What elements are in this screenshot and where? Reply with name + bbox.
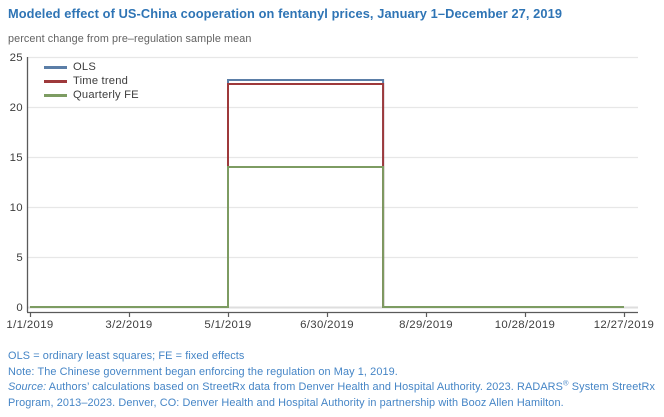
y-tick-label-10: 10 — [10, 202, 23, 214]
y-tick-label-5: 5 — [16, 252, 23, 264]
footnote-abbreviations: OLS = ordinary least squares; FE = fixed… — [8, 350, 245, 362]
y-tick-label-20: 20 — [10, 102, 23, 114]
legend-item-ols: OLS — [44, 60, 139, 74]
legend-label-ols: OLS — [73, 61, 96, 73]
series-line-quarterly-fe — [30, 166, 624, 308]
series-line-time-trend — [30, 83, 624, 308]
legend-label-time-trend: Time trend — [73, 75, 129, 87]
source-label: Source: — [8, 381, 47, 394]
x-tick-label-5: 10/28/2019 — [495, 319, 556, 331]
series-line-ols — [30, 79, 624, 308]
legend-swatch-quarterly-fe — [44, 93, 67, 97]
x-tick-label-4: 8/29/2019 — [399, 319, 453, 331]
legend: OLS Time trend Quarterly FE — [44, 60, 139, 102]
x-tick-label-2: 5/1/2019 — [204, 319, 251, 331]
x-tick-label-0: 1/1/2019 — [6, 319, 53, 331]
footnotes: OLS = ordinary least squares; FE = fixed… — [8, 349, 659, 411]
x-tick-label-1: 3/2/2019 — [105, 319, 152, 331]
registered-trademark-symbol: ® — [563, 378, 569, 388]
legend-item-time-trend: Time trend — [44, 74, 139, 88]
legend-item-quarterly-fe: Quarterly FE — [44, 88, 139, 102]
y-axis-unit-label: percent change from pre–regulation sampl… — [8, 33, 252, 45]
legend-swatch-ols — [44, 65, 67, 69]
footnote-note: Note: The Chinese government began enfor… — [8, 365, 398, 378]
y-tick-label-0: 0 — [16, 302, 23, 314]
y-tick-label-25: 25 — [10, 52, 23, 64]
footnote-source: Source: Authors’ calculations based on S… — [8, 378, 655, 409]
x-tick-label-6: 12/27/2019 — [594, 319, 655, 331]
y-tick-label-15: 15 — [10, 152, 23, 164]
legend-swatch-time-trend — [44, 79, 67, 83]
legend-label-quarterly-fe: Quarterly FE — [73, 89, 139, 101]
chart-title: Modeled effect of US-China cooperation o… — [8, 6, 563, 21]
x-tick-label-3: 6/30/2019 — [300, 319, 354, 331]
